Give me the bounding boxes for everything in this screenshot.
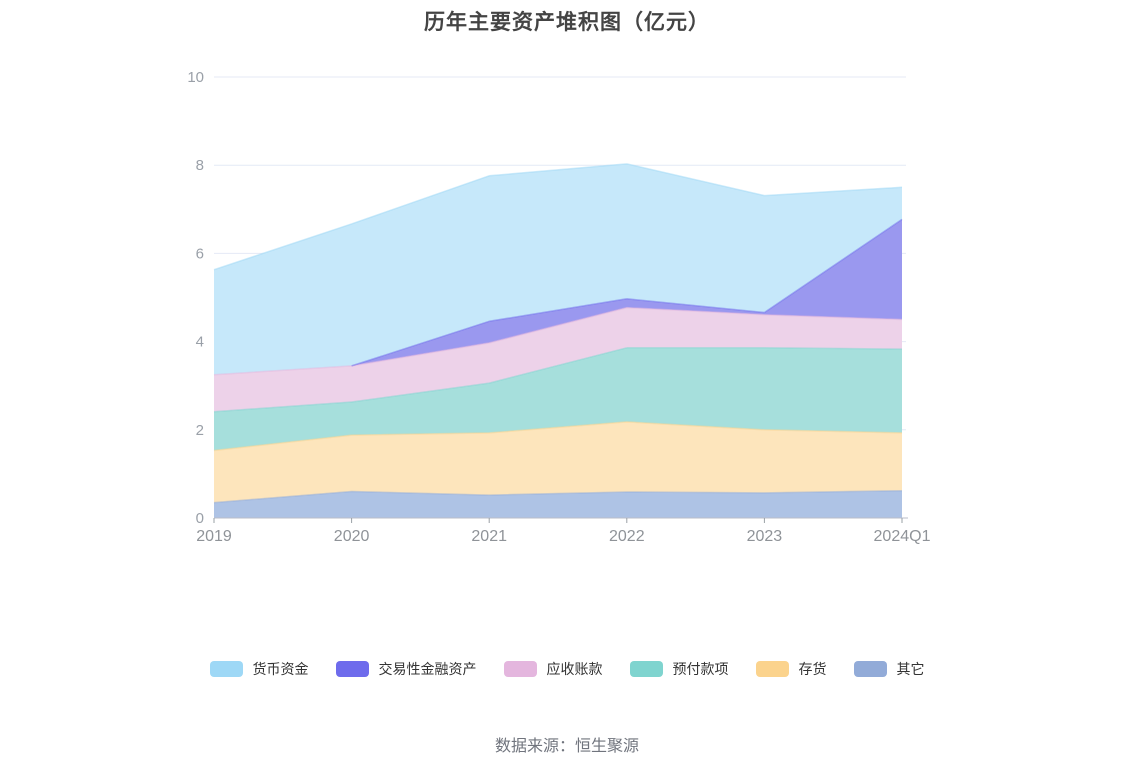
x-axis-label: 2022 (609, 528, 645, 545)
legend-item-存货[interactable]: 存货 (755, 659, 827, 679)
legend-label: 预付款项 (672, 661, 729, 677)
band-edge-line (351, 218, 903, 367)
data-source-text: 数据来源：恒生聚源 (494, 738, 639, 755)
legend-swatch-icon (755, 661, 789, 677)
band-edge-line (213, 489, 903, 504)
y-axis-label: 8 (196, 157, 204, 174)
area-band (214, 307, 902, 412)
band-edge-line (213, 163, 903, 271)
legend-label: 货币资金 (252, 661, 309, 677)
area-band (214, 163, 902, 375)
legend-item-货币资金[interactable]: 货币资金 (209, 659, 309, 679)
legend-swatch-icon (853, 661, 887, 677)
band-edge-line (213, 306, 903, 376)
area-band (214, 421, 902, 503)
legend-label: 存货 (798, 661, 827, 677)
x-axis-label: 2023 (747, 528, 783, 545)
legend-swatch-icon (209, 661, 243, 677)
legend-label: 应收账款 (546, 661, 603, 677)
x-axis-label: 2019 (196, 528, 232, 545)
y-axis-label: 10 (187, 69, 204, 86)
legend-label: 其它 (896, 661, 925, 677)
legend-swatch-icon (503, 661, 537, 677)
area-band (214, 347, 902, 451)
chart-legend: 货币资金 交易性金融资产 应收账款 预付款项 存货 其它 (0, 659, 1134, 679)
legend-item-其它[interactable]: 其它 (853, 659, 925, 679)
legend-swatch-icon (335, 661, 369, 677)
y-axis-label: 2 (196, 422, 204, 439)
legend-item-交易性金融资产[interactable]: 交易性金融资产 (335, 659, 477, 679)
x-axis-label: 2021 (471, 528, 507, 545)
legend-item-预付款项[interactable]: 预付款项 (629, 659, 729, 679)
chart-title: 历年主要资产堆积图（亿元） (424, 11, 710, 34)
legend-label: 交易性金融资产 (378, 661, 477, 677)
y-axis-label: 0 (196, 510, 204, 527)
y-axis-label: 4 (196, 334, 204, 351)
legend-swatch-icon (629, 661, 663, 677)
legend-item-应收账款[interactable]: 应收账款 (503, 659, 603, 679)
band-edge-line (213, 421, 903, 452)
band-edge-line (213, 347, 903, 413)
x-axis-label: 2024Q1 (874, 528, 931, 545)
area-band (214, 490, 902, 518)
y-axis-label: 6 (196, 245, 204, 262)
x-axis-label: 2020 (334, 528, 370, 545)
stacked-area-plot: 2019 2020 2021 2022 2023 2024Q1 0 2 4 6 8 10 (187, 69, 931, 545)
